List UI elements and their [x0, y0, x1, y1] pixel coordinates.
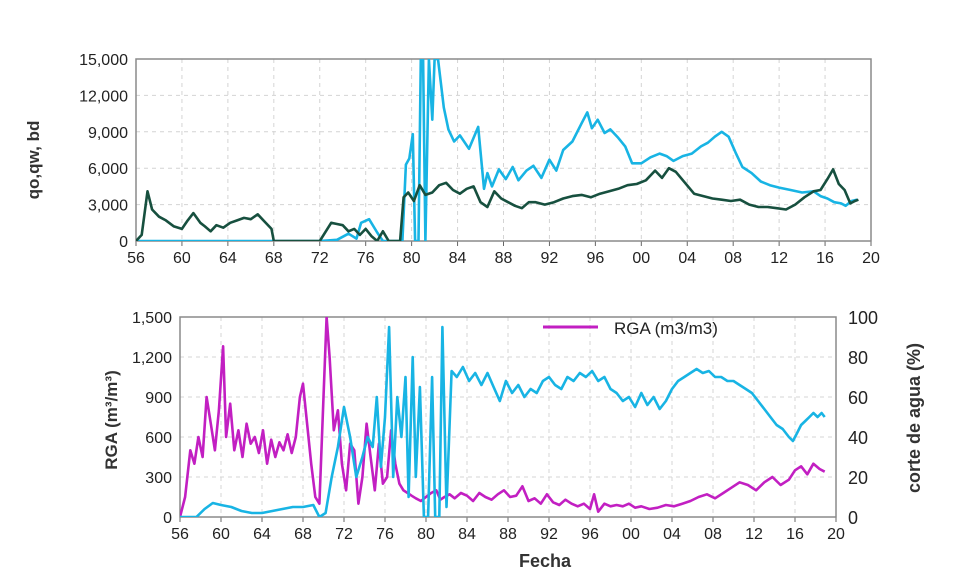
- y2-axis-title: corte de agua (%): [904, 343, 924, 493]
- y2-tick-label: 80: [848, 348, 868, 368]
- x-tick-label: 20: [862, 250, 880, 267]
- x-tick-label: 80: [403, 250, 421, 267]
- plot-frame: [135, 58, 872, 242]
- x-tick-label: 72: [335, 526, 353, 543]
- y-tick-label: 0: [119, 234, 128, 251]
- y2-tick-label: 100: [848, 308, 878, 328]
- y-axis-title: RGA (m³/m³): [102, 370, 121, 469]
- x-tick-label: 04: [678, 250, 696, 267]
- plot-frame: [179, 316, 837, 518]
- x-tick-label: 00: [622, 526, 640, 543]
- y-tick-label: 300: [145, 470, 172, 487]
- x-axis-title: Fecha: [519, 551, 572, 571]
- series-line-0: [180, 317, 826, 517]
- y-tick-label: 15,000: [79, 52, 128, 69]
- x-tick-label: 68: [294, 526, 312, 543]
- x-tick-label: 84: [458, 526, 476, 543]
- x-tick-label: 12: [770, 250, 788, 267]
- x-tick-label: 08: [704, 526, 722, 543]
- y2-tick-label: 40: [848, 428, 868, 448]
- x-tick-label: 88: [499, 526, 517, 543]
- y-tick-label: 900: [145, 390, 172, 407]
- gas-oil-ratio-chart: 56 60 64 68 72 76 80 84 88 92 96 00 04 08 12 16 20030060…: [102, 308, 924, 571]
- x-tick-label: 92: [540, 526, 558, 543]
- x-tick-label: 08: [724, 250, 742, 267]
- x-tick-label: 04: [663, 526, 681, 543]
- x-tick-label: 12: [745, 526, 763, 543]
- x-tick-label: 16: [816, 250, 834, 267]
- y-tick-label: 12,000: [79, 88, 128, 105]
- x-tick-label: 68: [265, 250, 283, 267]
- legend-label: RGA (m3/m3): [614, 319, 718, 338]
- x-tick-label: 96: [586, 250, 604, 267]
- x-tick-label: 56: [171, 526, 189, 543]
- y-tick-label: 3,000: [88, 198, 128, 215]
- x-tick-label: 60: [173, 250, 191, 267]
- x-tick-label: 60: [212, 526, 230, 543]
- production-rate-chart: 56 60 64 68 72 76 80 84 88 92 96 00 04 08 12 16 20 0 3,000…: [24, 52, 880, 267]
- x-tick-label: 92: [541, 250, 559, 267]
- x-tick-label: 20: [827, 526, 845, 543]
- y-axis-title: qo,qw, bd: [24, 121, 43, 200]
- x-tick-label: 72: [311, 250, 329, 267]
- y2-tick-label: 0: [848, 508, 858, 528]
- series-line-1: [180, 325, 826, 517]
- x-tick-label: 80: [417, 526, 435, 543]
- x-tick-label: 64: [219, 250, 237, 267]
- x-tick-label: 76: [376, 526, 394, 543]
- x-tick-label: 96: [581, 526, 599, 543]
- y-tick-label: 600: [145, 430, 172, 447]
- x-tick-label: 76: [357, 250, 375, 267]
- y-tick-label: 6,000: [88, 161, 128, 178]
- y2-tick-label: 60: [848, 388, 868, 408]
- x-tick-label: 56: [127, 250, 145, 267]
- series-line-0: [136, 59, 858, 241]
- x-tick-label: 16: [786, 526, 804, 543]
- y-tick-label: 1,500: [132, 310, 172, 327]
- series-line-1: [136, 166, 859, 241]
- y2-tick-label: 20: [848, 468, 868, 488]
- x-tick-label: 84: [449, 250, 467, 267]
- x-tick-label: 64: [253, 526, 271, 543]
- x-tick-label: 88: [495, 250, 513, 267]
- x-tick-label: 00: [632, 250, 650, 267]
- y-tick-label: 1,200: [132, 350, 172, 367]
- y-tick-label: 0: [163, 510, 172, 527]
- y-tick-label: 9,000: [88, 125, 128, 142]
